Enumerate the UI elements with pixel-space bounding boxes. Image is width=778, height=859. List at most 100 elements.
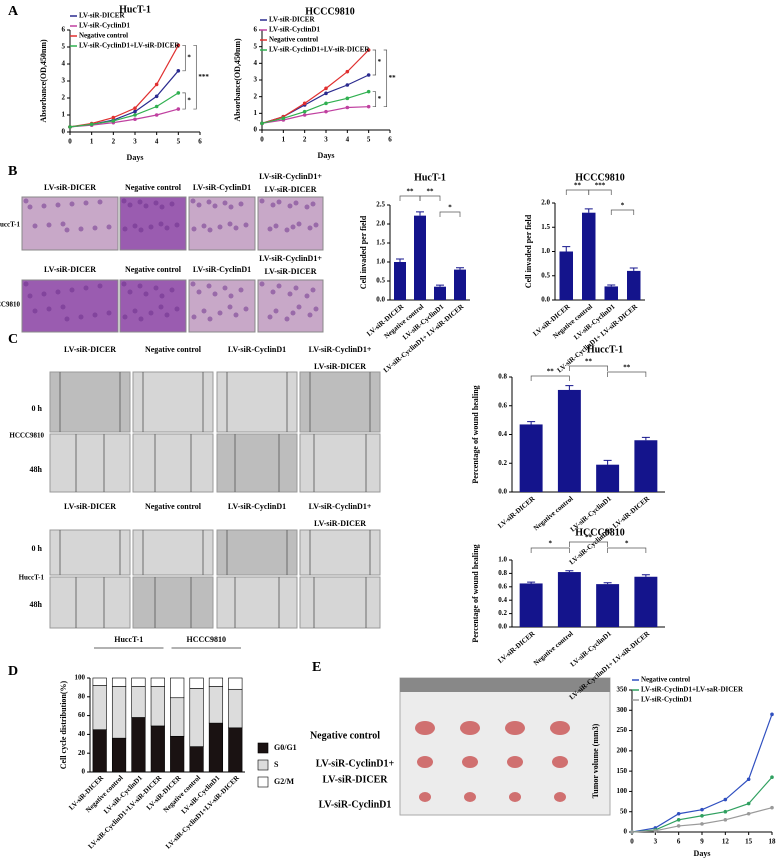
significance-label: ** bbox=[574, 182, 582, 190]
bar bbox=[454, 269, 466, 300]
chart-title: HCCC9810 bbox=[575, 527, 624, 538]
y-tick-label: 200 bbox=[617, 746, 628, 754]
column-label: LV-siR-DICER bbox=[44, 183, 96, 192]
bar-segment bbox=[92, 729, 107, 773]
photo-texture bbox=[238, 287, 244, 293]
point bbox=[260, 121, 264, 126]
photo-texture bbox=[169, 287, 175, 293]
y-tick-label: 0.6 bbox=[498, 401, 507, 409]
x-tick-label: 3 bbox=[654, 838, 658, 846]
y-tick-label: 300 bbox=[617, 706, 628, 714]
error-bar bbox=[436, 284, 444, 287]
photo-texture bbox=[273, 308, 279, 314]
photo-texture bbox=[307, 225, 313, 231]
row-label: Negative control bbox=[310, 730, 380, 741]
photo-texture bbox=[259, 281, 265, 287]
bar-segment bbox=[170, 677, 185, 699]
bar bbox=[519, 583, 543, 627]
series-line bbox=[69, 108, 179, 128]
error-bar bbox=[456, 267, 464, 270]
legend-label: LV-siR-CyclinD1 bbox=[641, 696, 692, 704]
bar-segment bbox=[92, 685, 107, 731]
photo-texture bbox=[296, 221, 302, 227]
legend-label: Negative control bbox=[641, 676, 690, 684]
y-tick-label: 1.5 bbox=[541, 223, 550, 231]
photo-texture bbox=[92, 225, 98, 231]
photo-texture bbox=[78, 314, 84, 320]
panel-letter: A bbox=[8, 4, 19, 19]
photo-texture bbox=[284, 227, 290, 233]
bar-segment bbox=[170, 697, 185, 737]
bar bbox=[434, 286, 446, 300]
photo-texture bbox=[270, 289, 276, 295]
error-bar bbox=[629, 267, 638, 271]
significance-bracket bbox=[588, 189, 612, 195]
photo-texture bbox=[243, 222, 249, 228]
bar bbox=[557, 572, 581, 627]
y-axis-label: Percentage of wound healing bbox=[471, 544, 480, 642]
panel-letter: B bbox=[8, 164, 17, 179]
photo-texture bbox=[227, 221, 233, 227]
time-label: 48h bbox=[30, 600, 43, 609]
photo-texture bbox=[304, 293, 310, 299]
column-label: Negative control bbox=[145, 502, 202, 511]
photo-texture bbox=[276, 199, 282, 205]
tumor bbox=[462, 756, 478, 768]
significance-bracket bbox=[565, 189, 590, 195]
y-tick-label: 0.8 bbox=[498, 373, 507, 381]
point bbox=[345, 69, 350, 74]
point bbox=[302, 101, 307, 106]
photo-texture bbox=[228, 204, 234, 210]
y-tick-label: 350 bbox=[617, 686, 628, 694]
x-axis-label: Days bbox=[318, 151, 335, 160]
photo bbox=[49, 576, 131, 629]
photo-texture bbox=[55, 289, 61, 295]
legend-label: LV-siR-CyclinD1 bbox=[79, 22, 130, 30]
photo bbox=[188, 279, 256, 333]
photo-texture bbox=[212, 291, 218, 297]
point bbox=[723, 797, 728, 802]
x-tick-label: 6 bbox=[388, 136, 392, 144]
group-label: HuccT-1 bbox=[114, 635, 143, 644]
photo bbox=[119, 279, 187, 333]
point bbox=[133, 117, 137, 122]
photo bbox=[49, 433, 131, 493]
error-bar bbox=[565, 570, 574, 573]
column-label: LV-siR-CyclinD1+ bbox=[309, 502, 372, 511]
column-label: LV-siR-CyclinD1 bbox=[193, 265, 251, 274]
legend-label: LV-siR-CyclinD1+LV-siR-DICER bbox=[79, 42, 180, 50]
photo-texture bbox=[287, 291, 293, 297]
error-bar bbox=[607, 284, 616, 287]
series-line bbox=[261, 74, 369, 124]
point bbox=[770, 775, 774, 780]
y-tick-label: 2 bbox=[62, 94, 66, 102]
x-tick-label: 0 bbox=[260, 136, 264, 144]
photo-texture bbox=[293, 200, 299, 206]
error-bar bbox=[562, 246, 571, 252]
y-tick-label: 150 bbox=[617, 767, 628, 775]
panel-letter: E bbox=[312, 660, 321, 675]
point bbox=[176, 43, 181, 48]
photo bbox=[299, 371, 381, 433]
row-label: LV-siR-CyclinD1 bbox=[319, 799, 392, 810]
y-axis-label: Absorbance(OD,450nm) bbox=[233, 38, 242, 122]
tumor bbox=[509, 792, 521, 802]
tumor bbox=[554, 792, 566, 802]
series-line bbox=[69, 45, 179, 128]
error-bar bbox=[527, 421, 536, 425]
photo-texture bbox=[23, 198, 29, 204]
photo-texture bbox=[27, 293, 33, 299]
y-tick-label: 4 bbox=[62, 60, 66, 68]
point bbox=[176, 69, 181, 73]
chart-title: HCCC9810 bbox=[575, 172, 624, 183]
bar bbox=[604, 286, 618, 300]
photo-texture bbox=[259, 198, 265, 204]
photo-texture bbox=[293, 285, 299, 291]
photo-texture bbox=[191, 226, 197, 232]
y-tick-label: 50 bbox=[620, 807, 628, 815]
photo-texture bbox=[55, 202, 61, 208]
tumor bbox=[505, 721, 525, 735]
y-tick-label: 0.8 bbox=[498, 569, 507, 577]
photo-texture bbox=[106, 310, 112, 316]
significance-label: ** bbox=[547, 368, 555, 376]
